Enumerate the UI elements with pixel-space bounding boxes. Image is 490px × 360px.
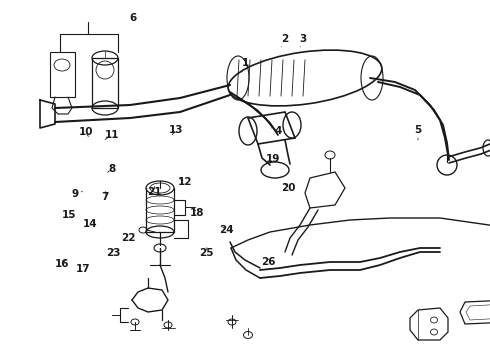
Text: 3: 3 [299, 34, 306, 47]
Text: 15: 15 [61, 210, 76, 220]
Text: 13: 13 [169, 125, 184, 135]
Text: 20: 20 [281, 183, 295, 193]
Text: 12: 12 [178, 177, 193, 187]
Text: 2: 2 [282, 34, 289, 47]
Text: 16: 16 [55, 258, 70, 269]
Text: 21: 21 [147, 186, 162, 197]
Text: 22: 22 [122, 233, 136, 243]
Text: 5: 5 [415, 125, 421, 140]
Text: 10: 10 [78, 127, 93, 137]
Text: 9: 9 [72, 189, 82, 199]
Text: 26: 26 [261, 257, 276, 267]
Text: 11: 11 [104, 130, 119, 140]
Text: 14: 14 [82, 219, 97, 229]
Text: 19: 19 [266, 154, 281, 164]
Text: 18: 18 [190, 208, 205, 218]
Bar [50, 52, 75, 97]
Text: 7: 7 [101, 192, 109, 202]
Text: 6: 6 [130, 13, 137, 23]
Bar [92, 58, 118, 108]
Text: 1: 1 [242, 58, 248, 72]
Text: 17: 17 [76, 264, 91, 274]
Text: 24: 24 [220, 225, 234, 235]
Text: 8: 8 [108, 164, 115, 174]
Text: 23: 23 [106, 248, 121, 258]
Text: 4: 4 [271, 126, 282, 136]
Text: 25: 25 [199, 248, 214, 258]
